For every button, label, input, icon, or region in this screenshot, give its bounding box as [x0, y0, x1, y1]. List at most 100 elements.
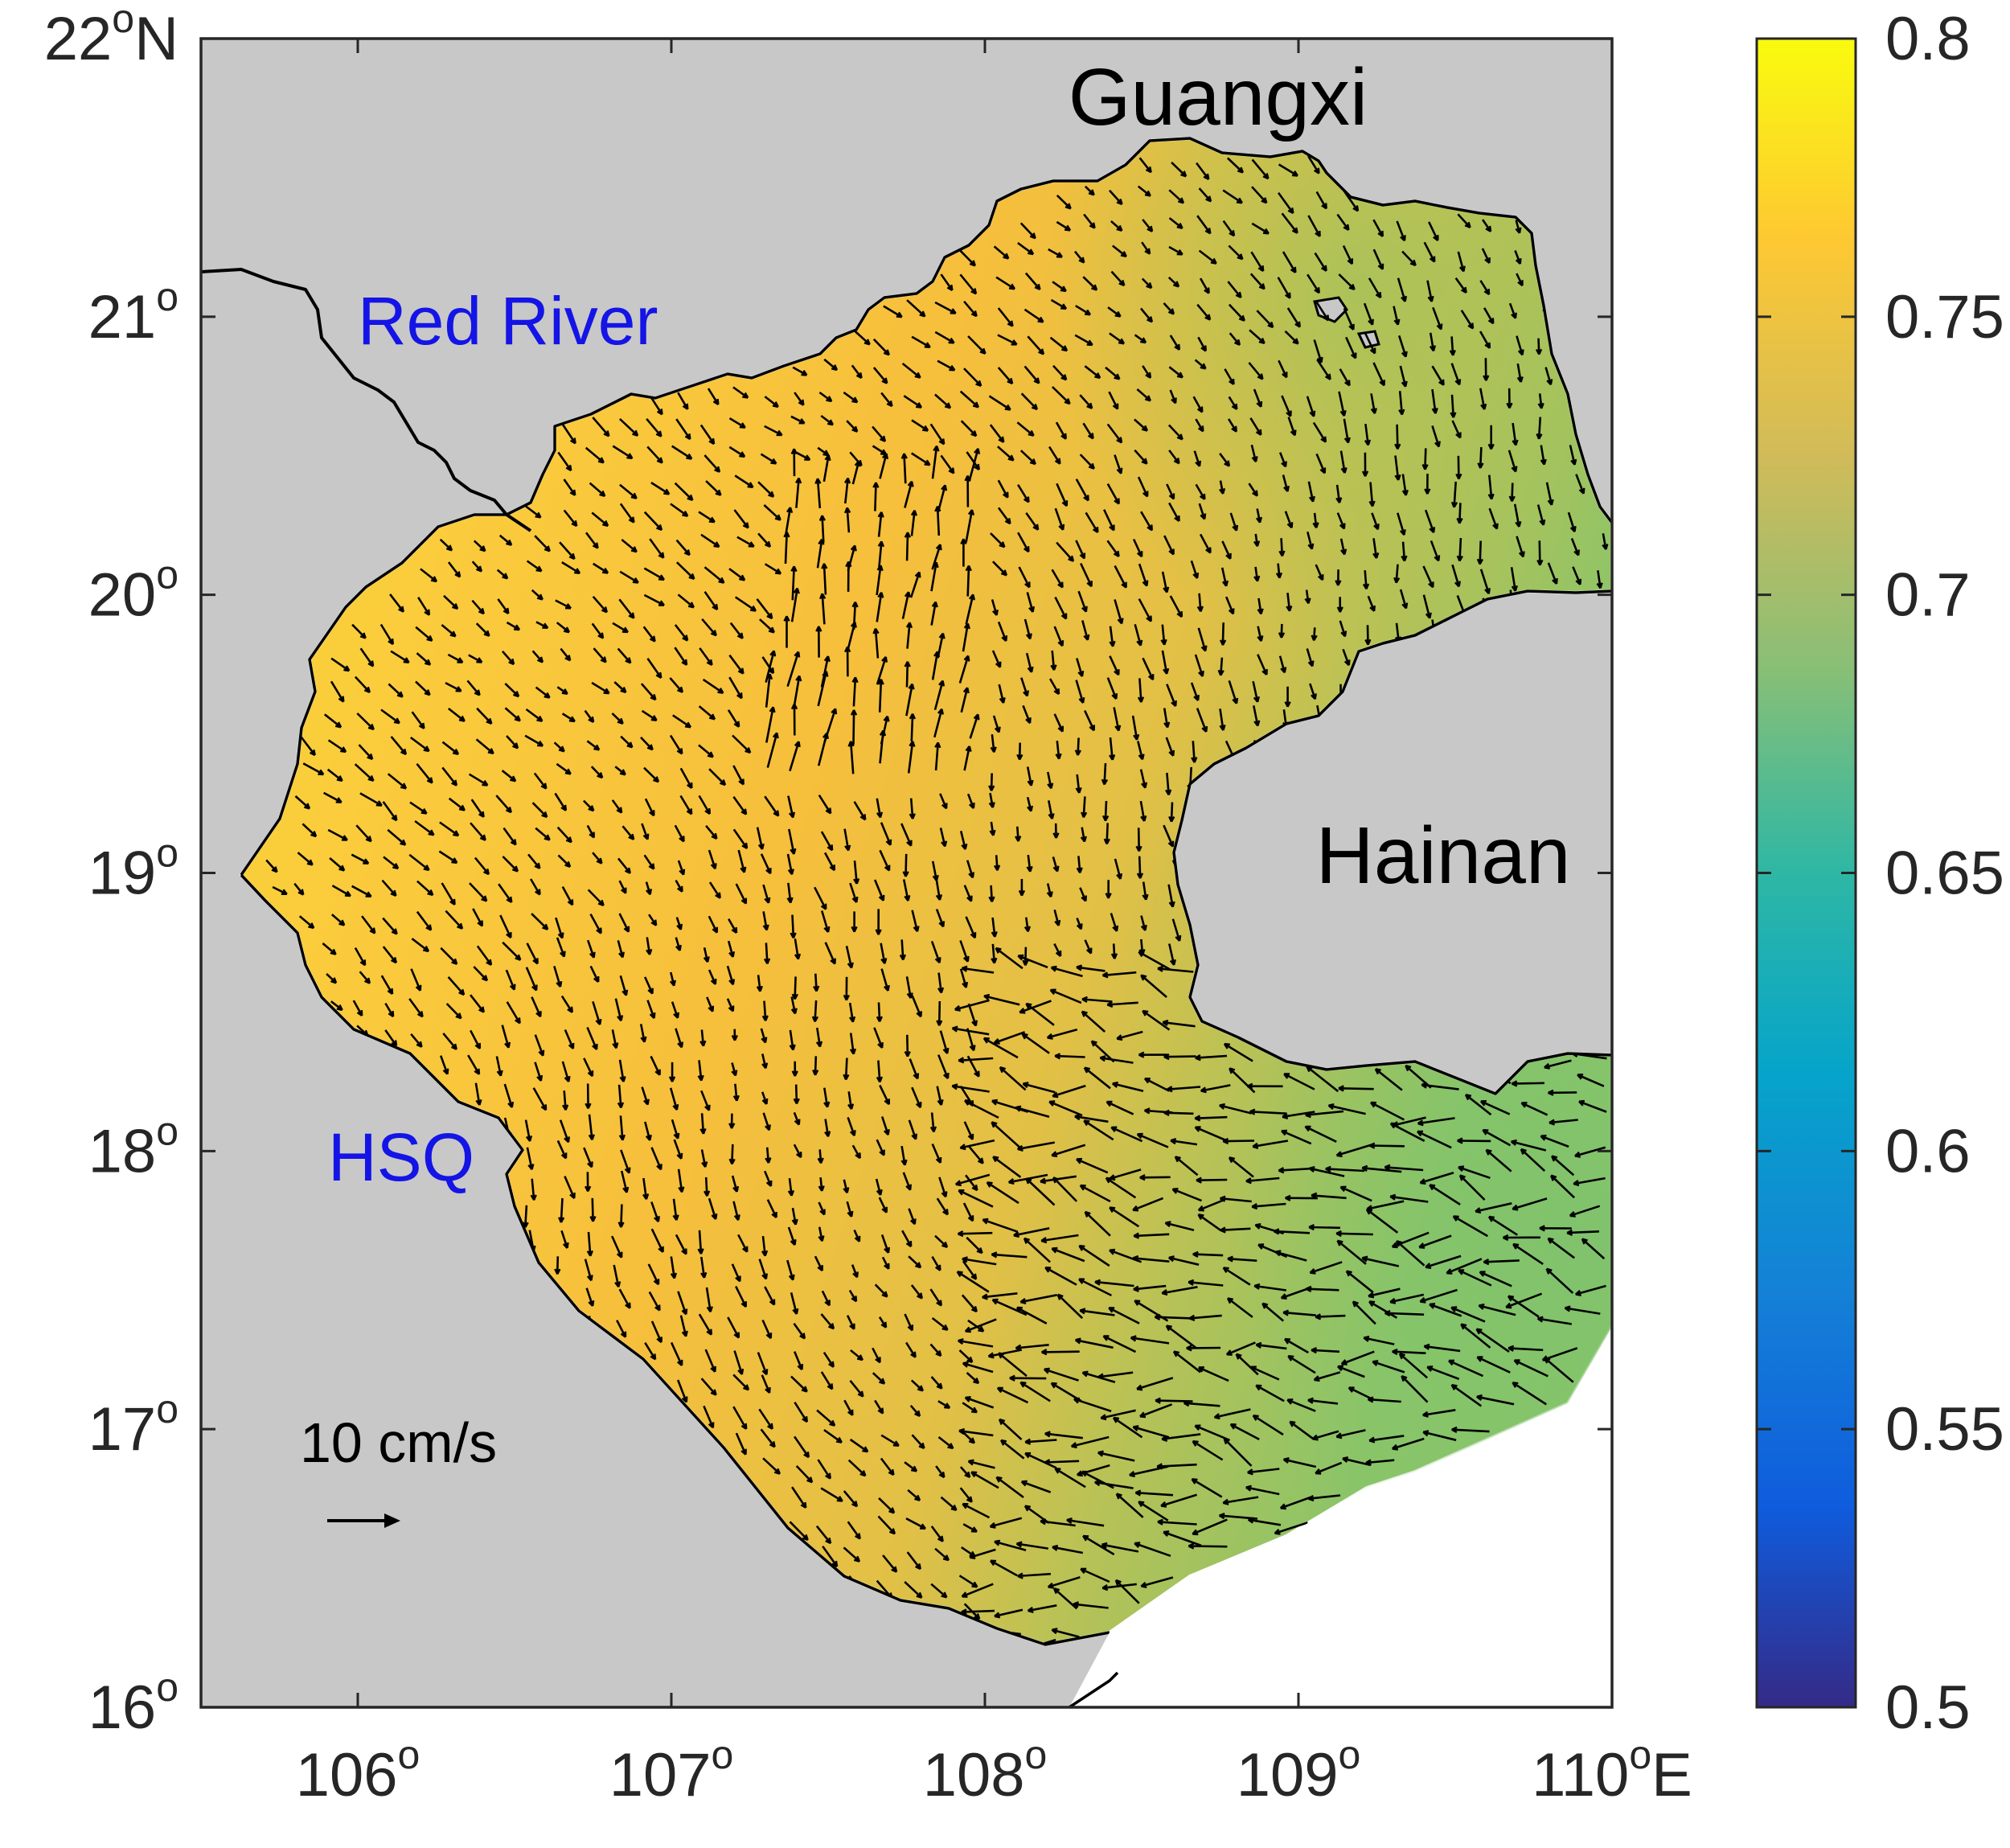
current-vector-head: [1311, 1434, 1319, 1441]
current-vector-head: [818, 538, 825, 545]
current-vector: [669, 734, 683, 755]
current-vector: [1044, 1267, 1077, 1286]
current-vector: [472, 908, 483, 927]
current-vector: [1307, 481, 1315, 503]
current-vector-head: [506, 539, 513, 546]
current-vector: [555, 917, 564, 938]
current-vector-head: [1282, 1309, 1290, 1316]
current-vector: [1339, 368, 1351, 387]
current-vector-head: [559, 951, 566, 958]
current-vector: [791, 914, 795, 938]
current-vector-head: [1171, 1188, 1179, 1194]
current-vector: [475, 622, 490, 637]
current-vector-head: [592, 542, 599, 549]
current-vector-head: [1180, 170, 1188, 178]
current-vector: [1479, 569, 1491, 594]
current-vector-head: [767, 1423, 773, 1430]
current-vector-head: [822, 670, 829, 677]
current-vector: [909, 571, 921, 598]
current-vector: [1106, 1177, 1137, 1199]
current-vector-head: [999, 696, 1006, 704]
current-vector: [1450, 1384, 1483, 1407]
current-vector: [908, 1255, 921, 1269]
current-vector: [940, 454, 955, 474]
current-vector: [1018, 566, 1031, 588]
current-vector-head: [616, 807, 623, 814]
current-vector-head: [806, 1476, 814, 1484]
current-vector-head: [817, 1265, 823, 1272]
current-vector-head: [396, 691, 404, 698]
current-vector-head: [682, 634, 689, 642]
current-vector: [1016, 826, 1019, 842]
current-vector: [358, 744, 374, 760]
current-vector-head: [697, 1074, 704, 1082]
current-vector-head: [1064, 203, 1072, 210]
current-vector: [901, 591, 910, 619]
current-vector: [960, 687, 969, 713]
current-vector: [766, 1199, 777, 1218]
current-vector: [966, 1372, 979, 1384]
current-vector-head: [1429, 1303, 1436, 1309]
current-vector-head: [851, 1296, 858, 1303]
current-vector-head: [1335, 1151, 1343, 1158]
current-vector: [1465, 1094, 1492, 1116]
current-vector: [988, 1349, 1023, 1357]
current-vector-head: [1394, 443, 1401, 450]
current-vector: [1101, 1543, 1139, 1553]
current-vector: [1199, 277, 1210, 294]
current-vector-head: [962, 981, 969, 988]
current-vector-head: [1147, 524, 1153, 532]
current-vector-head: [987, 1352, 995, 1359]
current-vector: [961, 1294, 978, 1312]
current-vector: [593, 562, 609, 574]
current-vector-head: [486, 717, 493, 725]
current-vector: [819, 1177, 823, 1192]
current-vector-head: [603, 688, 610, 695]
current-vector: [1137, 476, 1149, 498]
current-vector-head: [1154, 1313, 1161, 1321]
current-vector-head: [924, 459, 931, 466]
current-vector: [1198, 187, 1212, 203]
current-vector: [931, 651, 939, 680]
current-vector: [1109, 655, 1120, 676]
current-vector: [644, 1121, 651, 1141]
current-vector-head: [1198, 670, 1204, 677]
current-vector: [613, 681, 627, 693]
current-vector: [1228, 303, 1245, 322]
current-vector: [1076, 966, 1106, 972]
current-vector: [1198, 1198, 1225, 1212]
current-vector: [593, 647, 607, 663]
current-vector: [1306, 396, 1315, 417]
current-vector-head: [617, 717, 624, 725]
current-vector: [649, 538, 665, 559]
current-vector-head: [739, 574, 746, 581]
current-vector-head: [740, 866, 747, 873]
current-vector-head: [1510, 1139, 1517, 1146]
current-vector-head: [1228, 1156, 1236, 1164]
current-vector-head: [1114, 669, 1120, 676]
current-vector: [619, 1115, 624, 1140]
current-vector-head: [688, 573, 695, 581]
current-vector-head: [478, 811, 485, 818]
current-vector-head: [739, 451, 746, 458]
current-vector-head: [830, 958, 836, 965]
current-vector: [911, 910, 919, 932]
current-vector-head: [1323, 314, 1330, 322]
current-vector-head: [390, 957, 397, 964]
current-vector-head: [1052, 1177, 1060, 1184]
current-vector-head: [1372, 552, 1380, 559]
current-vector-head: [677, 885, 683, 893]
current-vector-head: [854, 460, 861, 467]
current-vector-head: [790, 565, 798, 573]
current-vector-head: [1200, 1086, 1207, 1094]
current-vector-head: [813, 985, 820, 992]
current-vector: [846, 1201, 853, 1218]
current-vector-head: [1111, 692, 1118, 700]
current-vector: [1544, 367, 1553, 385]
current-vector: [794, 392, 805, 406]
current-vector-head: [1194, 1424, 1201, 1431]
current-vector-head: [1377, 263, 1384, 270]
current-vector: [416, 910, 433, 931]
current-vector-head: [935, 1349, 942, 1357]
current-vector: [1074, 334, 1093, 347]
